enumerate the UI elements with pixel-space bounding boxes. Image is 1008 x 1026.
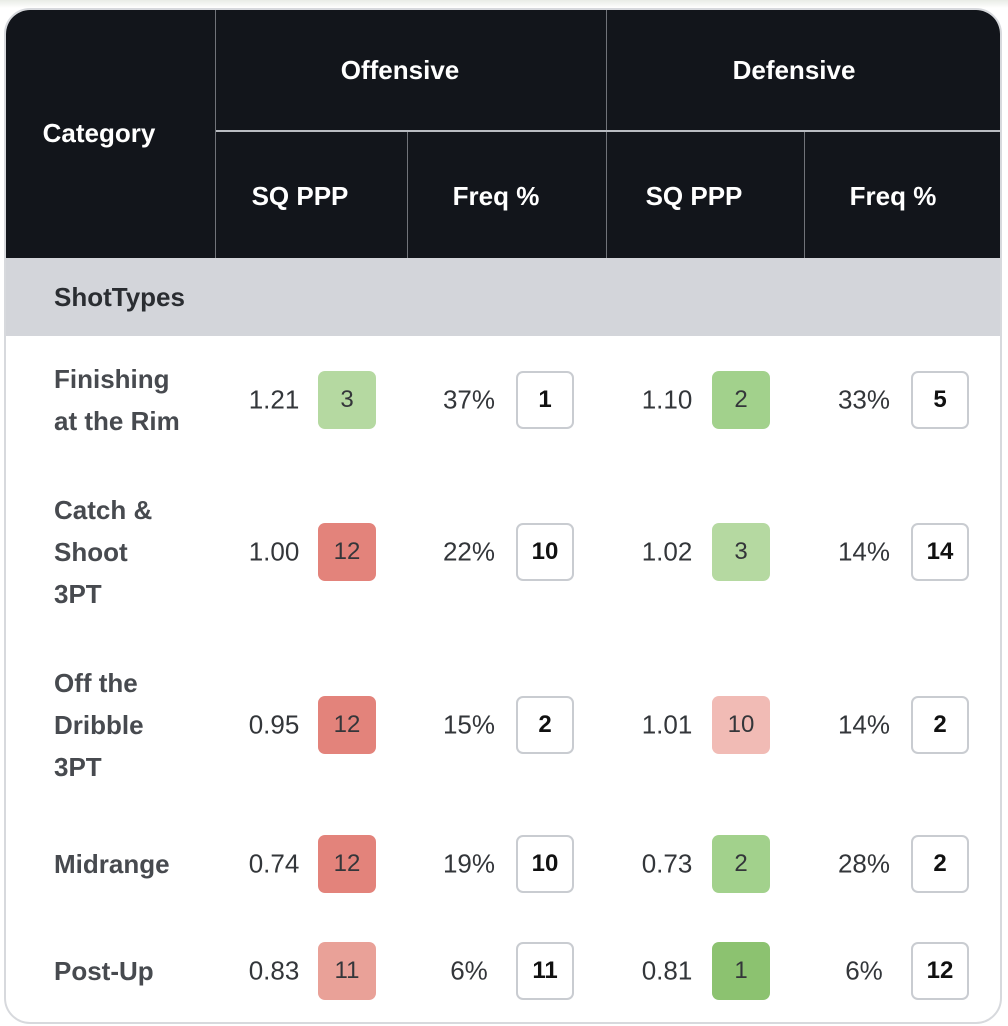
defensive-sq-ppp-value: 0.81: [641, 955, 693, 986]
offensive-sq-ppp-rank-badge: 3: [318, 371, 376, 429]
header-divider: [216, 130, 1000, 132]
offensive-sq-ppp-value: 0.95: [248, 709, 300, 740]
offensive-freq-value: 37%: [442, 384, 496, 415]
defensive-freq-rank-badge: 2: [911, 835, 969, 893]
defensive-sq-ppp-rank-badge: 2: [712, 371, 770, 429]
defensive-sq-ppp-rank-badge: 3: [712, 523, 770, 581]
table-header: Category Offensive Defensive SQ PPP Freq…: [6, 10, 1000, 258]
top-edge-shadow: [0, 0, 1008, 8]
offensive-freq-rank-badge: 10: [516, 523, 574, 581]
header-defensive: Defensive: [732, 55, 856, 85]
shot-quality-table: Category Offensive Defensive SQ PPP Freq…: [4, 8, 1002, 1024]
header-offensive: Offensive: [340, 55, 460, 85]
header-def-freq[interactable]: Freq %: [849, 181, 937, 211]
offensive-sq-ppp-rank-badge: 12: [318, 696, 376, 754]
offensive-freq-value: 22%: [442, 536, 496, 567]
offensive-sq-ppp-value: 1.21: [248, 384, 300, 415]
row-category-line: Midrange: [54, 849, 170, 879]
row-category-name: Midrange: [54, 843, 170, 885]
offensive-freq-rank-badge: 2: [516, 696, 574, 754]
defensive-freq-value: 28%: [837, 848, 891, 879]
row-category-name: Finishing at the Rim: [54, 358, 180, 442]
row-category-line: Post-Up: [54, 956, 154, 986]
row-category-line: Finishing: [54, 364, 170, 394]
row-category-name: Post-Up: [54, 950, 154, 992]
defensive-sq-ppp-value: 1.01: [641, 709, 693, 740]
row-category-line: at the Rim: [54, 406, 180, 436]
defensive-freq-value: 14%: [837, 709, 891, 740]
offensive-sq-ppp-value: 1.00: [248, 536, 300, 567]
header-def-sq-ppp[interactable]: SQ PPP: [645, 181, 743, 211]
offensive-freq-value: 19%: [442, 848, 496, 879]
row-category-name: Catch & Shoot 3PT: [54, 489, 152, 615]
row-category-line: 3PT: [54, 752, 102, 782]
row-category-name: Off the Dribble 3PT: [54, 662, 144, 788]
header-divider: [606, 10, 607, 258]
header-divider: [804, 132, 805, 258]
defensive-sq-ppp-value: 1.10: [641, 384, 693, 415]
row-category-line: Off the: [54, 668, 138, 698]
offensive-freq-rank-badge: 10: [516, 835, 574, 893]
header-category[interactable]: Category: [42, 118, 156, 148]
offensive-sq-ppp-rank-badge: 12: [318, 835, 376, 893]
defensive-freq-rank-badge: 5: [911, 371, 969, 429]
section-row: ShotTypes: [6, 258, 1000, 336]
row-category-line: 3PT: [54, 579, 102, 609]
defensive-freq-value: 6%: [845, 955, 883, 986]
defensive-sq-ppp-value: 0.73: [641, 848, 693, 879]
offensive-freq-value: 15%: [442, 709, 496, 740]
offensive-sq-ppp-value: 0.74: [248, 848, 300, 879]
defensive-freq-rank-badge: 12: [911, 942, 969, 1000]
row-category-line: Dribble: [54, 710, 144, 740]
defensive-freq-value: 14%: [837, 536, 891, 567]
defensive-sq-ppp-rank-badge: 1: [712, 942, 770, 1000]
header-divider: [407, 132, 408, 258]
header-off-freq[interactable]: Freq %: [452, 181, 540, 211]
offensive-sq-ppp-value: 0.83: [248, 955, 300, 986]
row-category-line: Catch &: [54, 495, 153, 525]
defensive-freq-rank-badge: 2: [911, 696, 969, 754]
section-title: ShotTypes: [54, 282, 185, 312]
offensive-freq-rank-badge: 11: [516, 942, 574, 1000]
offensive-freq-value: 6%: [450, 955, 488, 986]
defensive-freq-value: 33%: [837, 384, 891, 415]
row-category-line: Shoot: [54, 537, 128, 567]
defensive-sq-ppp-rank-badge: 2: [712, 835, 770, 893]
offensive-freq-rank-badge: 1: [516, 371, 574, 429]
defensive-sq-ppp-value: 1.02: [641, 536, 693, 567]
defensive-sq-ppp-rank-badge: 10: [712, 696, 770, 754]
offensive-sq-ppp-rank-badge: 11: [318, 942, 376, 1000]
offensive-sq-ppp-rank-badge: 12: [318, 523, 376, 581]
header-divider: [215, 10, 216, 258]
header-off-sq-ppp[interactable]: SQ PPP: [251, 181, 349, 211]
defensive-freq-rank-badge: 14: [911, 523, 969, 581]
